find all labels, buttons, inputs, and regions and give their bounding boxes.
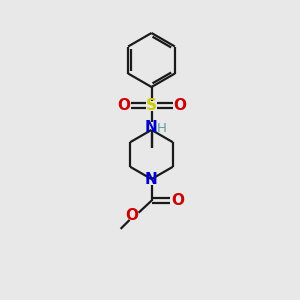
Text: O: O bbox=[125, 208, 138, 223]
Text: O: O bbox=[117, 98, 130, 113]
Text: N: N bbox=[145, 172, 158, 187]
Text: S: S bbox=[146, 98, 157, 113]
Text: N: N bbox=[145, 120, 158, 135]
Text: H: H bbox=[157, 122, 167, 135]
Text: O: O bbox=[171, 193, 184, 208]
Text: O: O bbox=[173, 98, 186, 113]
